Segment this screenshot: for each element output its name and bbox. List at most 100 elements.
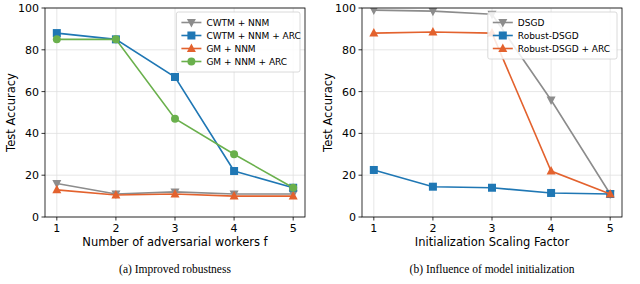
marker xyxy=(230,191,239,200)
marker xyxy=(498,19,507,28)
tick-label: 60 xyxy=(25,86,39,99)
chart: 0 20 40 60 80 100 1 2 3 4 5 Initialization Scaling … xyxy=(321,2,622,276)
tick-label: 5 xyxy=(290,222,297,235)
marker xyxy=(369,28,378,37)
marker xyxy=(289,184,297,192)
tick-label: 60 xyxy=(342,86,356,99)
tick xyxy=(234,217,235,221)
marker xyxy=(547,189,555,197)
x-axis-label: Number of adversarial workers f xyxy=(82,235,268,249)
tick xyxy=(359,133,363,134)
tick xyxy=(551,217,552,221)
marker xyxy=(112,35,120,43)
tick xyxy=(42,133,46,134)
series-line xyxy=(57,33,293,188)
tick-label: 80 xyxy=(342,44,356,57)
x-axis-label: Initialization Scaling Factor xyxy=(415,235,570,249)
chart: 0 20 40 60 80 100 1 2 3 4 5 Number of adversarial w… xyxy=(4,2,305,276)
tick xyxy=(610,217,611,221)
tick xyxy=(359,175,363,176)
tick-label: 2 xyxy=(429,222,436,235)
marker xyxy=(499,32,507,40)
marker xyxy=(187,58,195,66)
tick xyxy=(293,217,294,221)
tick xyxy=(42,49,46,50)
marker xyxy=(547,96,556,105)
tick-label: 100 xyxy=(335,2,356,15)
marker xyxy=(428,8,437,16)
marker xyxy=(230,191,239,200)
legend-box xyxy=(176,12,300,72)
legend-label: CWTM + NNM xyxy=(206,18,269,28)
grid-line xyxy=(175,8,176,217)
plot-frame xyxy=(362,8,622,217)
marker xyxy=(230,167,238,175)
tick-label: 40 xyxy=(25,127,39,140)
marker xyxy=(171,73,179,81)
tick-label: 100 xyxy=(18,2,39,15)
marker xyxy=(52,185,61,194)
legend-label: CWTM + NNM + ARC xyxy=(206,31,300,41)
tick xyxy=(175,217,176,221)
series-line xyxy=(374,170,610,194)
marker xyxy=(606,189,615,198)
tick xyxy=(42,217,46,218)
tick xyxy=(373,217,374,221)
legend-label: DSGD xyxy=(518,18,545,28)
tick-label: 5 xyxy=(607,222,614,235)
tick-label: 40 xyxy=(342,127,356,140)
grid-line xyxy=(373,8,374,217)
tick xyxy=(359,91,363,92)
tick-label: 20 xyxy=(342,169,356,182)
tick-label: 0 xyxy=(349,211,356,224)
tick-label: 3 xyxy=(489,222,496,235)
marker xyxy=(369,8,378,15)
marker xyxy=(488,184,496,192)
legend-label: Robust-DSGD + ARC xyxy=(518,44,610,54)
tick-label: 80 xyxy=(25,44,39,57)
tick xyxy=(42,8,46,9)
tick xyxy=(56,217,57,221)
tick-label: 2 xyxy=(112,222,119,235)
plot-frame xyxy=(45,8,305,217)
marker xyxy=(53,35,61,43)
tick xyxy=(359,8,363,9)
marker xyxy=(429,183,437,191)
legend-label: GM + NNM + ARC xyxy=(206,57,287,67)
legend: DSGD Robust-DSGD Robust-DSGD + ARC xyxy=(488,12,617,59)
marker xyxy=(289,191,298,200)
tick-label: 4 xyxy=(548,222,555,235)
tick xyxy=(359,49,363,50)
marker xyxy=(171,188,180,197)
legend-label: Robust-DSGD xyxy=(518,31,579,41)
tick xyxy=(492,217,493,221)
tick xyxy=(115,217,116,221)
tick-label: 0 xyxy=(32,211,39,224)
marker xyxy=(289,191,298,200)
marker xyxy=(370,166,378,174)
marker xyxy=(606,190,614,198)
marker xyxy=(187,19,196,28)
marker xyxy=(111,190,120,199)
tick-label: 4 xyxy=(231,222,238,235)
legend-box xyxy=(488,12,617,59)
series-line xyxy=(57,39,293,187)
marker xyxy=(230,150,238,158)
tick xyxy=(42,91,46,92)
tick-label: 1 xyxy=(53,222,60,235)
y-axis-label: Test Accuracy xyxy=(4,73,18,153)
marker xyxy=(428,27,437,36)
marker xyxy=(171,115,179,123)
tick-label: 20 xyxy=(25,169,39,182)
marker xyxy=(187,32,195,40)
title: (b) Influence of model initialization xyxy=(410,263,575,276)
figure: 02040608010012345Number of adversarial w… xyxy=(0,0,640,284)
tick-label: 1 xyxy=(370,222,377,235)
marker xyxy=(187,44,196,53)
title: (a) Improved robustness xyxy=(119,263,231,276)
y-axis-label: Test Accuracy xyxy=(321,73,335,153)
tick xyxy=(42,175,46,176)
tick xyxy=(432,217,433,221)
marker xyxy=(171,189,180,198)
tick-label: 3 xyxy=(172,222,179,235)
